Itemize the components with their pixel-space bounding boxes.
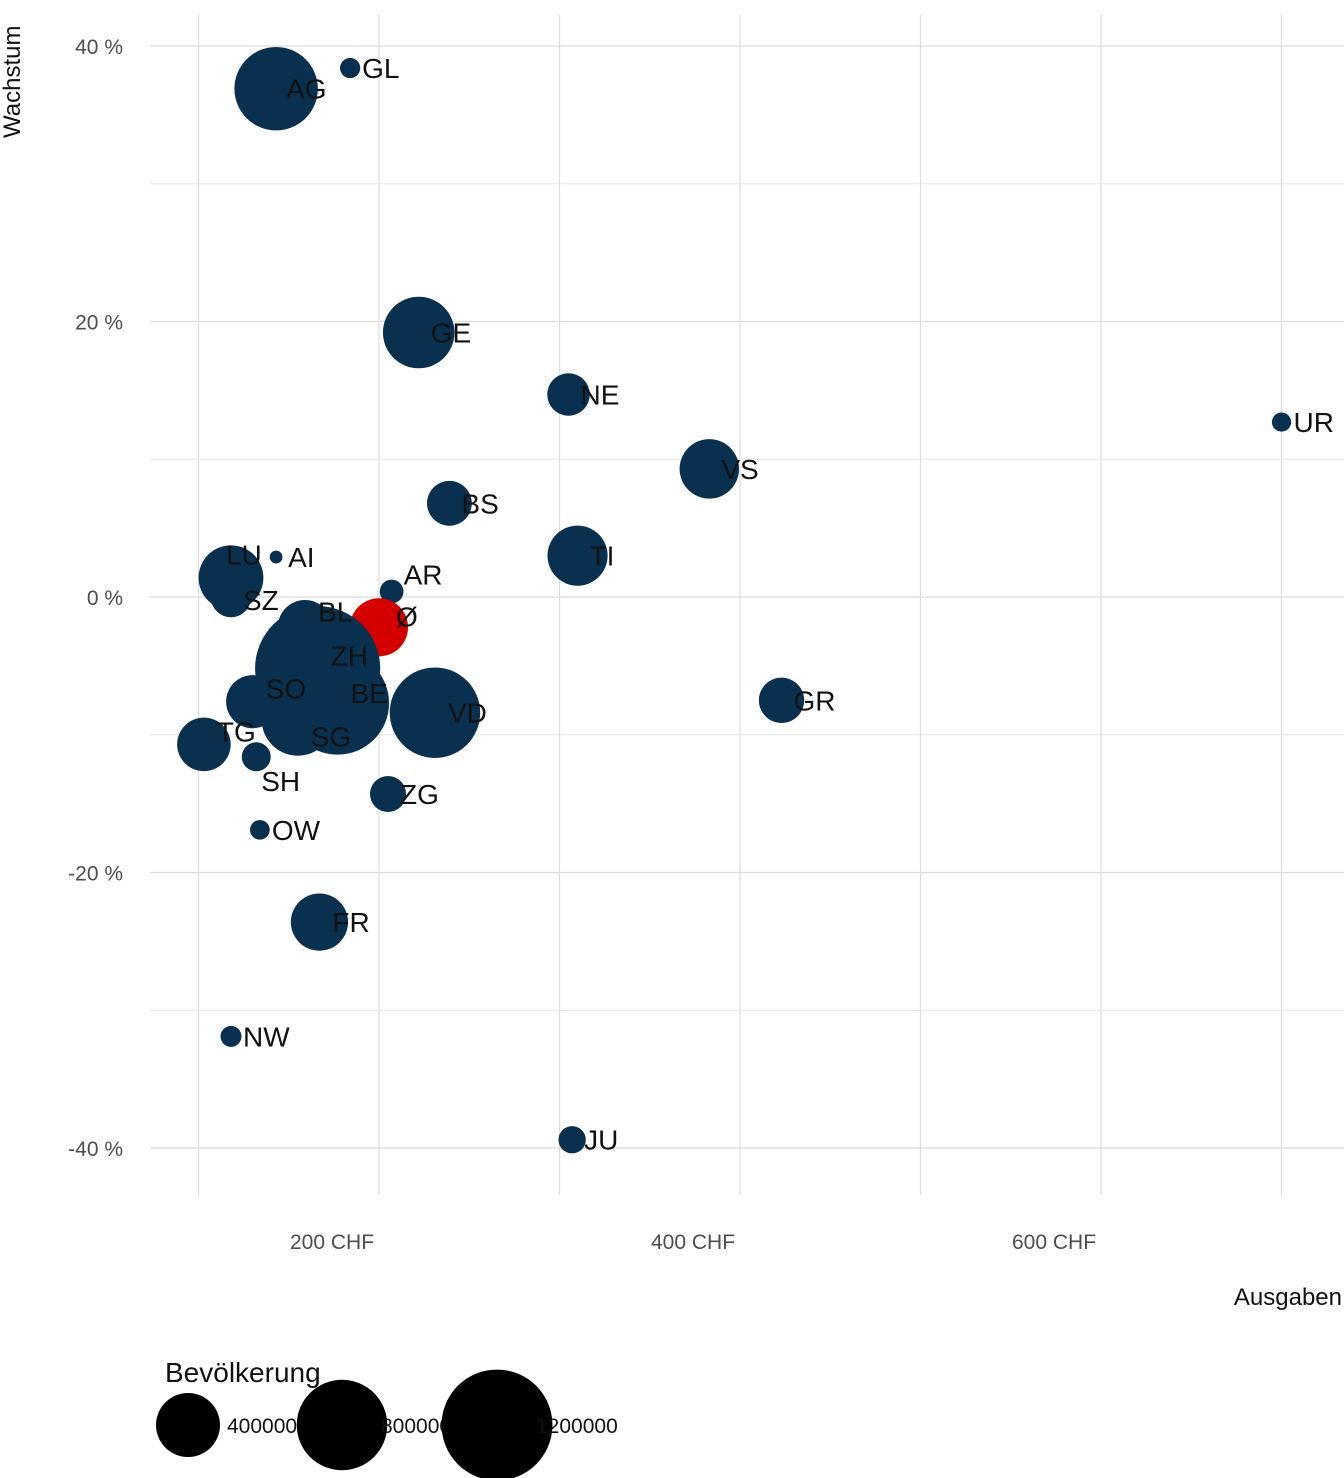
legend-key-circle (296, 1379, 388, 1471)
point-ar (379, 579, 404, 604)
label-ag: AG (286, 74, 326, 105)
label-sh: SH (261, 766, 300, 797)
label-bs: BS (461, 488, 498, 519)
point-ag (234, 46, 318, 131)
label-tg: TG (217, 716, 256, 747)
x-tick-label: 600 CHF (1012, 1231, 1096, 1254)
point-ur (1271, 412, 1292, 432)
label-ju: JU (584, 1125, 618, 1156)
label-ow: OW (272, 815, 321, 846)
legend-key-label: 1200000 (536, 1415, 618, 1438)
point-tg (177, 717, 231, 772)
label-nw: NW (243, 1021, 290, 1052)
y-tick-label: 40 % (75, 36, 123, 59)
point-ju (558, 1126, 586, 1154)
label-vs: VS (721, 454, 758, 485)
point-labels: AG GL GE NE UR VS BS TI LU AI AR SZ BL Ø ZH BE SO VD GR SG T… (217, 53, 1334, 1156)
point-ai (269, 550, 283, 564)
label-fr: FR (332, 907, 369, 938)
label-zh: ZH (331, 641, 368, 672)
point-sh (241, 742, 271, 772)
x-axis-title: Ausgaben (1234, 1284, 1342, 1311)
label-be: BE (350, 678, 387, 709)
y-tick-label: 20 % (75, 312, 123, 335)
y-axis-title: Wachstum (0, 26, 26, 138)
label-so: SO (266, 674, 306, 705)
point-ti (547, 525, 608, 586)
point-nw (220, 1025, 242, 1047)
point-sg (261, 683, 334, 756)
point-ge (382, 296, 455, 369)
legend-key-circle (156, 1393, 220, 1457)
label-vd: VD (448, 698, 487, 729)
legend-key-circle (441, 1369, 553, 1478)
legend-key-label: 400000 (227, 1415, 297, 1438)
size-legend: Bevölkerung 400000 800000 1200000 (156, 1357, 618, 1478)
average-label: Ø (396, 601, 418, 632)
label-lu: LU (226, 540, 262, 571)
y-tick-label: -20 % (68, 863, 123, 886)
x-tick-label: 200 CHF (290, 1231, 374, 1254)
label-ne: NE (581, 380, 620, 411)
label-sz: SZ (243, 585, 279, 616)
label-gl: GL (362, 53, 399, 84)
point-zg (369, 775, 407, 813)
legend-key-label: 800000 (381, 1415, 451, 1438)
label-sg: SG (311, 722, 351, 753)
label-ge: GE (431, 318, 471, 349)
point-gr (758, 677, 805, 723)
x-tick-label: 400 CHF (651, 1231, 735, 1254)
y-tick-label: 0 % (87, 587, 123, 610)
label-bl: BL (318, 596, 352, 627)
point-fr (290, 893, 349, 951)
label-ar: AR (404, 559, 443, 590)
label-zg: ZG (400, 779, 439, 810)
point-ne (547, 373, 590, 416)
label-ti: TI (590, 541, 615, 572)
label-ai: AI (288, 542, 314, 573)
y-axis-ticks: 40 % 20 % 0 % -20 % -40 % (68, 36, 123, 1161)
data-points (177, 46, 1292, 1154)
label-gr: GR (794, 685, 836, 716)
point-vs (679, 439, 740, 499)
legend-title: Bevölkerung (165, 1357, 321, 1388)
label-ur: UR (1294, 407, 1334, 438)
point-bs (426, 480, 472, 526)
point-ow (250, 819, 270, 840)
x-axis-ticks: 200 CHF 400 CHF 600 CHF (290, 1231, 1096, 1254)
y-tick-label: -40 % (68, 1138, 123, 1161)
point-gl (340, 57, 361, 79)
point-vd (389, 667, 481, 758)
point-sz (210, 576, 252, 618)
